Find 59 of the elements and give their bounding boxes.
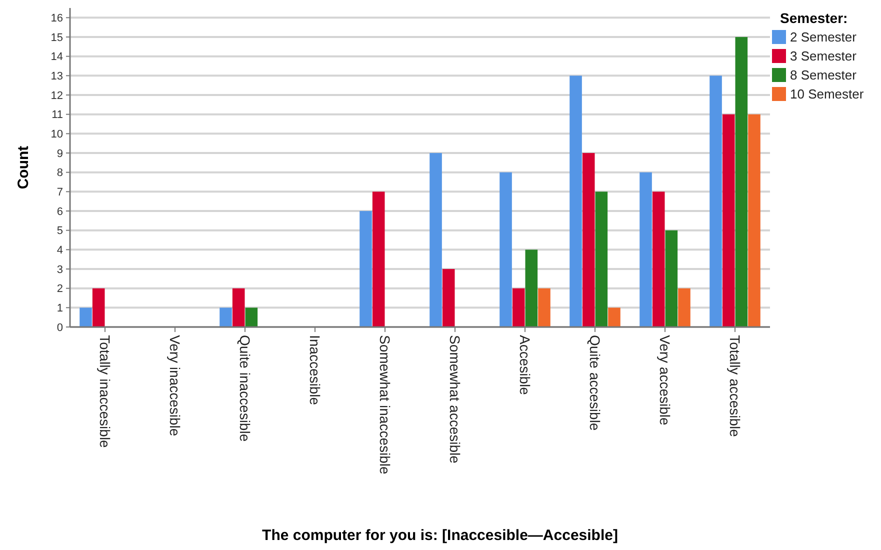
x-tick-label: Somewhat accesible <box>447 335 464 464</box>
legend-title: Semester: <box>780 10 848 26</box>
x-tick-label: Accesible <box>517 335 534 396</box>
y-tick-label: 10 <box>50 128 63 141</box>
y-tick-label: 15 <box>50 32 63 44</box>
x-axis-title: The computer for you is: [Inaccesible—Accesible] <box>262 527 618 544</box>
bar <box>360 211 372 327</box>
bar <box>430 153 442 327</box>
bar <box>722 114 735 327</box>
bar <box>710 76 722 327</box>
x-tick-label: Inaccesible <box>307 335 324 406</box>
y-tick-label: 7 <box>56 186 63 199</box>
y-tick-label: 8 <box>56 167 63 180</box>
bar <box>735 37 748 327</box>
legend-label: 2 Semester <box>790 30 858 45</box>
legend-label: 8 Semester <box>790 68 858 83</box>
bar <box>608 308 620 327</box>
y-tick-label: 3 <box>56 264 63 276</box>
y-axis-title: Count <box>15 146 32 190</box>
x-tick-label: Totally inaccesible <box>97 335 114 448</box>
bar <box>538 288 550 327</box>
y-tick-label: 6 <box>56 206 63 218</box>
bar <box>595 192 608 327</box>
x-tick-label: Quite inaccesible <box>237 335 254 442</box>
bar <box>748 114 760 327</box>
x-tick-label: Very accesible <box>657 335 674 426</box>
bar <box>678 288 690 327</box>
y-tick-label: 14 <box>50 51 63 64</box>
y-tick-label: 2 <box>56 283 63 296</box>
y-tick-label: 9 <box>56 148 63 160</box>
legend-label: 10 Semester <box>790 86 864 102</box>
bar <box>232 288 245 327</box>
bar <box>442 269 455 327</box>
x-tick-label: Totally accesible <box>727 335 744 438</box>
y-tick-label: 12 <box>50 90 63 102</box>
bar <box>570 76 582 327</box>
x-tick-label: Somewhat inaccesible <box>377 335 394 475</box>
y-tick-label: 0 <box>56 322 63 334</box>
y-tick-label: 13 <box>50 70 63 83</box>
y-tick-label: 4 <box>56 244 63 257</box>
bar <box>245 308 258 327</box>
bar <box>500 172 512 327</box>
bar <box>220 308 232 327</box>
y-tick-label: 11 <box>52 109 63 122</box>
bar <box>92 288 105 327</box>
bar <box>640 172 652 327</box>
bar <box>372 192 385 327</box>
y-tick-label: 5 <box>56 225 63 238</box>
legend-label: 3 Semester <box>790 48 858 64</box>
bar <box>512 288 525 327</box>
bar <box>665 230 678 327</box>
x-tick-label: Quite accesible <box>587 335 604 431</box>
bar <box>582 153 595 327</box>
bar <box>80 308 92 327</box>
x-tick-label: Very inaccesible <box>167 335 184 436</box>
y-tick-label: 16 <box>50 12 63 25</box>
y-tick-label: 1 <box>56 302 63 315</box>
bar <box>652 192 665 327</box>
bar <box>525 250 538 327</box>
